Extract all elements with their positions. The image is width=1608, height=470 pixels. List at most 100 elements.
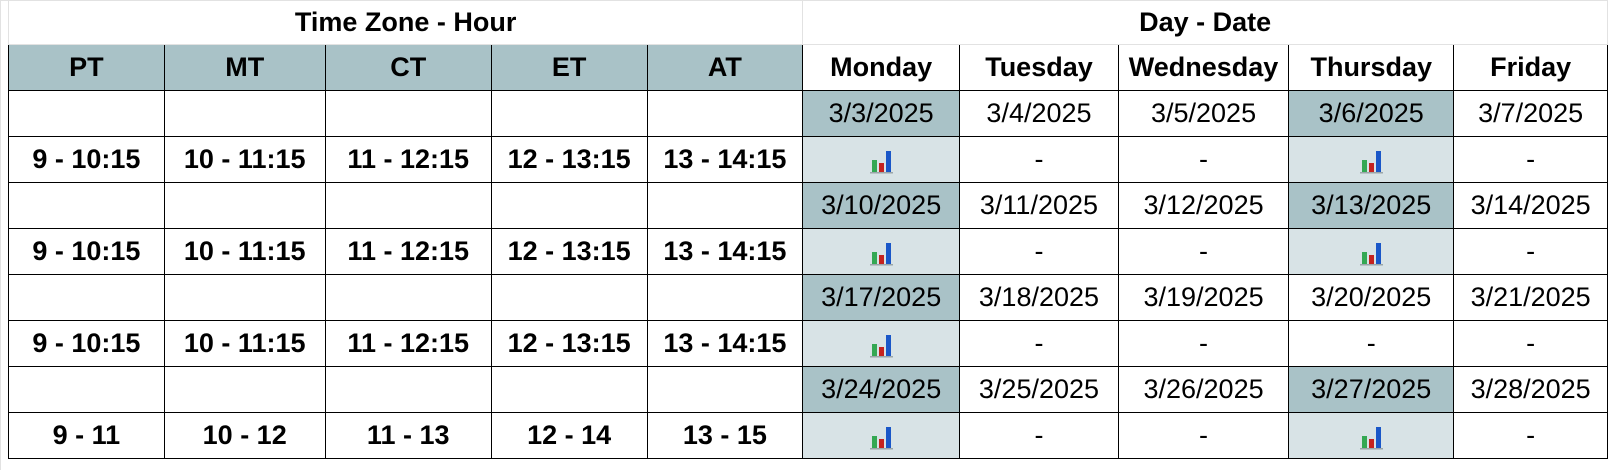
time-cell-at[interactable]: 13 - 14:15 <box>646 136 804 183</box>
time-cell-pt[interactable]: 9 - 10:15 <box>8 136 165 183</box>
event-cell[interactable]: - <box>1117 320 1290 367</box>
date-cell[interactable]: 3/25/2025 <box>959 366 1119 413</box>
date-cell[interactable]: 3/27/2025 <box>1288 366 1455 413</box>
blank-cell[interactable] <box>646 274 804 321</box>
blank-cell[interactable] <box>8 366 165 413</box>
time-cell-ct[interactable]: 11 - 13 <box>324 412 492 459</box>
zone-header-ct[interactable]: CT <box>324 44 492 91</box>
blank-cell[interactable] <box>163 274 326 321</box>
bar-chart-icon[interactable] <box>1358 424 1384 450</box>
event-cell[interactable] <box>1288 136 1455 183</box>
date-cell[interactable]: 3/5/2025 <box>1117 90 1290 137</box>
time-cell-et[interactable]: 12 - 13:15 <box>490 136 648 183</box>
bar-chart-icon[interactable] <box>868 332 894 358</box>
time-cell-pt[interactable]: 9 - 10:15 <box>8 228 165 275</box>
time-cell-ct[interactable]: 11 - 12:15 <box>324 136 492 183</box>
event-cell[interactable]: - <box>959 136 1119 183</box>
bar-chart-icon[interactable] <box>868 148 894 174</box>
event-cell[interactable]: - <box>1117 412 1290 459</box>
date-cell[interactable]: 3/26/2025 <box>1117 366 1290 413</box>
blank-cell[interactable] <box>8 90 165 137</box>
event-cell[interactable]: - <box>1453 136 1608 183</box>
date-cell[interactable]: 3/28/2025 <box>1453 366 1608 413</box>
blank-cell[interactable] <box>490 182 648 229</box>
date-cell[interactable]: 3/11/2025 <box>959 182 1119 229</box>
blank-cell[interactable] <box>646 366 804 413</box>
blank-cell[interactable] <box>163 366 326 413</box>
event-cell[interactable] <box>1288 412 1455 459</box>
event-cell[interactable]: - <box>959 412 1119 459</box>
blank-cell[interactable] <box>646 90 804 137</box>
blank-cell[interactable] <box>163 90 326 137</box>
event-cell[interactable]: - <box>1117 136 1290 183</box>
day-header-monday[interactable]: Monday <box>802 44 961 91</box>
blank-cell[interactable] <box>490 90 648 137</box>
time-cell-mt[interactable]: 10 - 11:15 <box>163 320 326 367</box>
date-cell[interactable]: 3/12/2025 <box>1117 182 1290 229</box>
empty-slot-dash: - <box>1526 144 1536 174</box>
day-header-thursday[interactable]: Thursday <box>1288 44 1455 91</box>
time-cell-et[interactable]: 12 - 13:15 <box>490 228 648 275</box>
zone-header-et[interactable]: ET <box>490 44 648 91</box>
event-cell[interactable] <box>802 136 961 183</box>
bar-chart-icon[interactable] <box>1358 148 1384 174</box>
event-cell[interactable]: - <box>959 228 1119 275</box>
time-cell-mt[interactable]: 10 - 11:15 <box>163 228 326 275</box>
event-cell[interactable]: - <box>1288 320 1455 367</box>
date-cell[interactable]: 3/14/2025 <box>1453 182 1608 229</box>
event-cell[interactable] <box>802 412 961 459</box>
time-cell-mt[interactable]: 10 - 12 <box>163 412 326 459</box>
time-cell-pt[interactable]: 9 - 10:15 <box>8 320 165 367</box>
zone-header-pt[interactable]: PT <box>8 44 165 91</box>
event-cell[interactable]: - <box>1453 228 1608 275</box>
date-cell[interactable]: 3/13/2025 <box>1288 182 1455 229</box>
day-header-friday[interactable]: Friday <box>1453 44 1608 91</box>
date-cell[interactable]: 3/20/2025 <box>1288 274 1455 321</box>
date-cell[interactable]: 3/18/2025 <box>959 274 1119 321</box>
time-cell-ct[interactable]: 11 - 12:15 <box>324 228 492 275</box>
event-cell[interactable] <box>1288 228 1455 275</box>
time-cell-et[interactable]: 12 - 13:15 <box>490 320 648 367</box>
date-cell[interactable]: 3/6/2025 <box>1288 90 1455 137</box>
blank-cell[interactable] <box>324 90 492 137</box>
bar-chart-icon[interactable] <box>1358 240 1384 266</box>
time-cell-at[interactable]: 13 - 14:15 <box>646 320 804 367</box>
blank-cell[interactable] <box>490 366 648 413</box>
empty-slot-dash: - <box>1526 328 1536 358</box>
date-cell[interactable]: 3/3/2025 <box>802 90 961 137</box>
event-cell[interactable]: - <box>1453 320 1608 367</box>
day-header-tuesday[interactable]: Tuesday <box>959 44 1119 91</box>
blank-cell[interactable] <box>8 182 165 229</box>
event-cell[interactable] <box>802 320 961 367</box>
blank-cell[interactable] <box>163 182 326 229</box>
time-cell-at[interactable]: 13 - 14:15 <box>646 228 804 275</box>
zone-header-at[interactable]: AT <box>646 44 804 91</box>
time-zone-section-title: Time Zone - Hour <box>7 0 804 45</box>
time-cell-at[interactable]: 13 - 15 <box>646 412 804 459</box>
date-cell[interactable]: 3/17/2025 <box>802 274 961 321</box>
date-cell[interactable]: 3/7/2025 <box>1453 90 1608 137</box>
day-header-wednesday[interactable]: Wednesday <box>1117 44 1290 91</box>
time-cell-ct[interactable]: 11 - 12:15 <box>324 320 492 367</box>
blank-cell[interactable] <box>490 274 648 321</box>
blank-cell[interactable] <box>8 274 165 321</box>
bar-chart-icon[interactable] <box>868 240 894 266</box>
date-cell[interactable]: 3/4/2025 <box>959 90 1119 137</box>
blank-cell[interactable] <box>646 182 804 229</box>
date-cell[interactable]: 3/21/2025 <box>1453 274 1608 321</box>
event-cell[interactable]: - <box>1453 412 1608 459</box>
date-cell[interactable]: 3/10/2025 <box>802 182 961 229</box>
blank-cell[interactable] <box>324 274 492 321</box>
zone-header-mt[interactable]: MT <box>163 44 326 91</box>
event-cell[interactable] <box>802 228 961 275</box>
date-cell[interactable]: 3/24/2025 <box>802 366 961 413</box>
bar-chart-icon[interactable] <box>868 424 894 450</box>
blank-cell[interactable] <box>324 182 492 229</box>
blank-cell[interactable] <box>324 366 492 413</box>
event-cell[interactable]: - <box>1117 228 1290 275</box>
event-cell[interactable]: - <box>959 320 1119 367</box>
time-cell-et[interactable]: 12 - 14 <box>490 412 648 459</box>
date-cell[interactable]: 3/19/2025 <box>1117 274 1290 321</box>
time-cell-mt[interactable]: 10 - 11:15 <box>163 136 326 183</box>
time-cell-pt[interactable]: 9 - 11 <box>8 412 165 459</box>
